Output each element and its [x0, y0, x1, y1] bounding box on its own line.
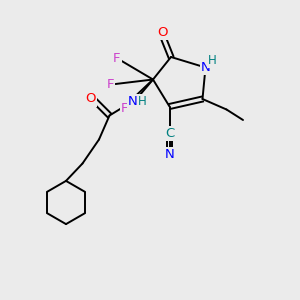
Text: H: H: [138, 94, 147, 108]
Text: H: H: [208, 54, 217, 68]
Text: F: F: [113, 52, 121, 65]
Text: F: F: [121, 102, 128, 115]
Text: N: N: [128, 94, 138, 108]
Text: N: N: [201, 61, 210, 74]
Text: O: O: [86, 92, 96, 106]
Text: O: O: [157, 26, 167, 39]
Text: N: N: [165, 148, 174, 161]
Text: F: F: [106, 77, 114, 91]
Text: C: C: [165, 127, 174, 140]
